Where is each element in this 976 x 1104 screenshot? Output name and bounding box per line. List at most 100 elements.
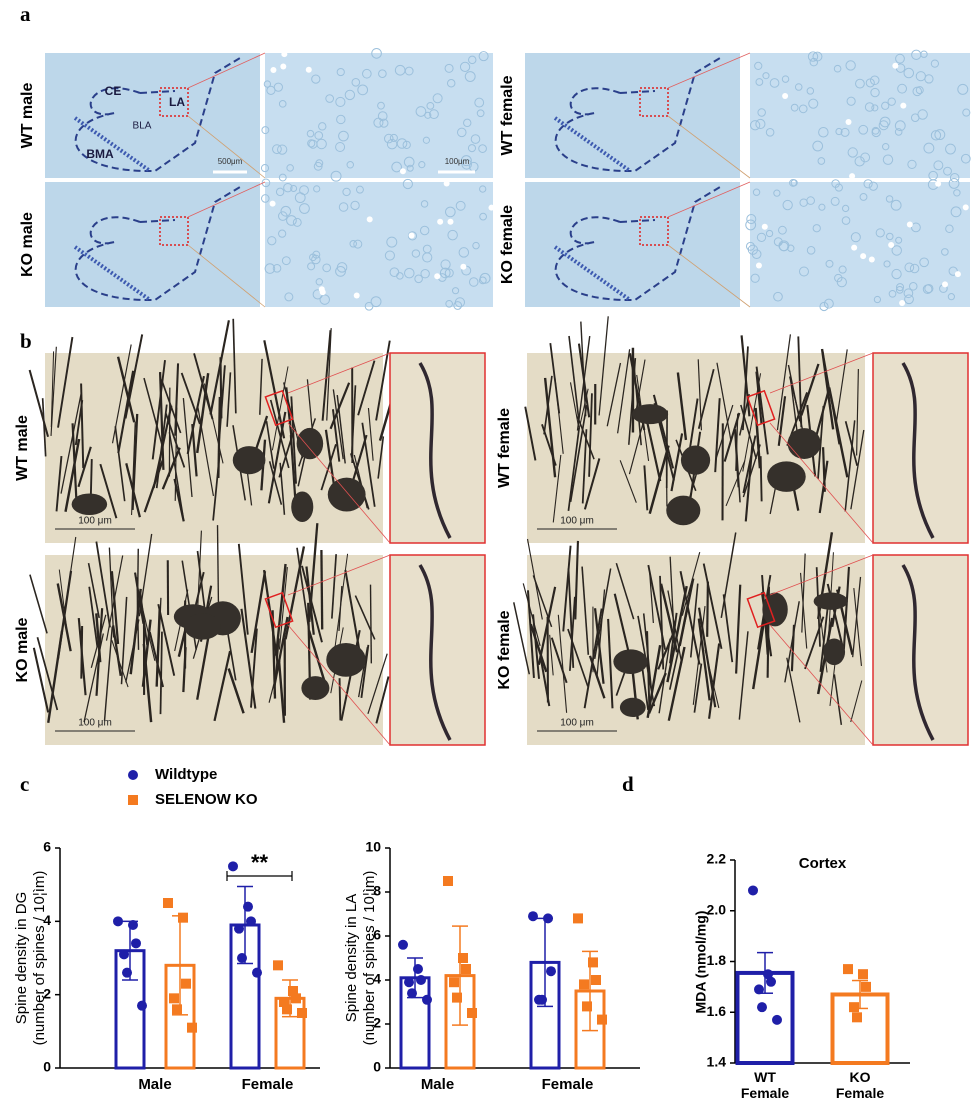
region-border	[73, 245, 152, 302]
cell	[948, 178, 960, 189]
dendrite	[569, 596, 576, 671]
cell	[933, 160, 944, 171]
cell	[362, 68, 372, 79]
cell	[835, 127, 843, 136]
cell	[445, 299, 453, 308]
cell	[871, 126, 880, 135]
cell	[325, 94, 335, 103]
cell	[962, 108, 971, 117]
cell	[351, 78, 361, 87]
dendrite	[262, 569, 279, 665]
cell	[386, 236, 398, 248]
cell	[403, 156, 415, 168]
zoom-line	[769, 554, 874, 596]
dendrite	[550, 637, 568, 684]
cell-white	[899, 299, 906, 306]
cell-white	[851, 244, 858, 251]
golgi-zoom	[389, 352, 486, 544]
zoom-line	[769, 422, 874, 544]
cell	[950, 206, 962, 218]
cell-white	[935, 180, 942, 187]
cell	[391, 161, 402, 173]
x-tick-label: Female	[542, 1076, 594, 1093]
cell	[919, 257, 929, 268]
cell	[407, 231, 418, 241]
dendrite	[596, 589, 606, 678]
cell	[912, 86, 923, 97]
cell	[850, 232, 861, 243]
cell	[424, 111, 432, 119]
cell	[439, 267, 451, 279]
cell	[859, 193, 868, 201]
dendrite	[581, 566, 590, 655]
dendrite	[549, 634, 554, 676]
cell-white	[443, 180, 450, 187]
dendrite	[307, 630, 327, 685]
dendrite	[777, 396, 787, 446]
data-point	[763, 969, 773, 980]
dendrite	[543, 375, 553, 435]
golgi-zoom	[389, 554, 486, 746]
dendrite	[799, 572, 808, 649]
y-tick-label: 2.2	[707, 851, 727, 867]
y-tick-label: 6	[373, 927, 381, 943]
dendrite	[50, 346, 57, 436]
y-tick-label: 6	[43, 839, 51, 855]
dendrite	[615, 562, 635, 620]
data-point	[843, 964, 853, 975]
dendrite	[801, 553, 806, 633]
y-tick-label: 2	[373, 1015, 381, 1031]
cell	[349, 240, 357, 248]
dendrite	[237, 543, 249, 635]
cell	[798, 104, 808, 114]
dendrite	[666, 585, 688, 683]
dendrite	[844, 421, 858, 466]
dendrite	[744, 444, 754, 522]
data-point	[772, 1014, 782, 1025]
soma	[680, 445, 711, 475]
dendrite	[742, 444, 761, 498]
data-point	[297, 1008, 307, 1018]
dendrite	[583, 458, 601, 510]
dendrite	[741, 346, 749, 431]
cell	[355, 185, 364, 194]
dendrite	[64, 438, 81, 512]
dendrite	[725, 460, 746, 507]
cell	[444, 268, 454, 278]
cell-white	[888, 241, 895, 248]
cell-white	[962, 204, 969, 211]
cell	[267, 236, 277, 246]
histology-image	[45, 182, 260, 307]
dendrite	[174, 363, 180, 436]
data-point	[449, 977, 459, 988]
cell	[882, 154, 894, 165]
dendrite	[658, 638, 671, 714]
legend-label: SELENOW KO	[155, 791, 258, 808]
dendrite	[273, 616, 289, 686]
y-tick-label: 1.8	[707, 952, 727, 968]
dendrite	[250, 628, 258, 708]
cell	[858, 124, 869, 135]
cell	[378, 69, 387, 79]
cell	[414, 274, 423, 284]
cell	[894, 120, 906, 132]
dendrite	[522, 583, 541, 647]
cell	[888, 289, 897, 298]
dendrite	[142, 643, 153, 723]
data-point	[243, 901, 253, 912]
cell	[886, 232, 894, 241]
cell	[847, 147, 858, 158]
dendrite	[818, 460, 829, 514]
zoom-line	[187, 244, 266, 308]
data-point	[461, 964, 471, 974]
data-point	[122, 967, 132, 978]
row-label: WT male	[19, 83, 36, 149]
dendrite	[844, 420, 856, 512]
cell	[283, 182, 293, 193]
cell	[841, 216, 851, 225]
dendrite	[367, 653, 388, 714]
data-point	[228, 861, 238, 872]
soma	[291, 491, 314, 522]
dendrite	[367, 407, 374, 461]
